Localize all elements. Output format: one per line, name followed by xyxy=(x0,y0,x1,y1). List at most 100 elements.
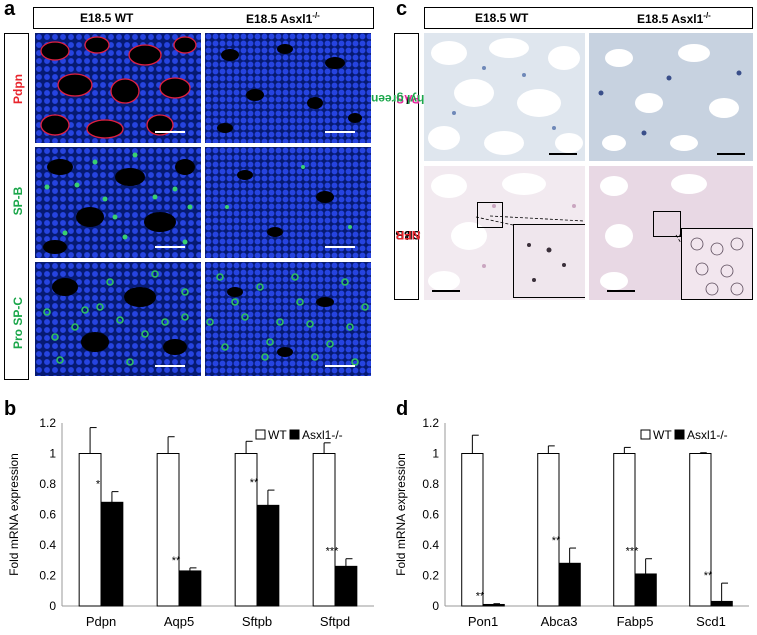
pas-ko-pores xyxy=(598,44,742,151)
y-tick-label: 0 xyxy=(49,599,56,613)
legend-swatch-Asxl1-/- xyxy=(289,429,300,440)
pdpn-ko-pores xyxy=(217,44,362,133)
scale-bar xyxy=(155,131,185,133)
bar-Asxl1-/--Sftpd xyxy=(334,565,358,607)
micrograph-spb-wt xyxy=(35,147,201,258)
bar-Asxl1-/--Scd1 xyxy=(710,600,733,607)
micrograph-prospc-wt xyxy=(35,262,201,376)
zoom-region-box xyxy=(477,202,503,228)
scale-bar xyxy=(325,131,355,133)
y-axis-label: Fold mRNA expression xyxy=(394,453,408,576)
bar-Asxl1-/--Fabp5 xyxy=(634,573,657,607)
panel-a-header-ko-text: E18.5 Asxl1 xyxy=(246,12,313,26)
significance-mark: * xyxy=(96,479,101,491)
bar-WT-Abca3 xyxy=(537,453,560,607)
row-label-pdpn: Pdpn xyxy=(10,74,25,104)
bar-Asxl1-/--Abca3 xyxy=(558,562,581,607)
bar-Asxl1-/--Pdpn xyxy=(100,501,124,607)
panel-a-letter: a xyxy=(4,0,16,20)
scale-bar xyxy=(325,246,355,248)
micrograph-sbb-ko xyxy=(589,166,753,300)
x-tick-label: Sftpd xyxy=(320,614,350,629)
x-tick-label: Abca3 xyxy=(541,614,578,629)
legend-label-Asxl1-/-: Asxl1-/- xyxy=(687,428,728,442)
bar-Asxl1-/--Aqp5 xyxy=(178,570,202,607)
x-tick-label: Pon1 xyxy=(468,614,498,629)
y-tick-label: 1.2 xyxy=(422,416,439,430)
scale-bar xyxy=(155,246,185,248)
micrograph-pdpn-ko xyxy=(205,33,371,143)
bar-Asxl1-/--Pon1 xyxy=(482,603,505,607)
y-tick-label: 1 xyxy=(49,447,56,461)
prospc-wt-pores xyxy=(43,270,189,366)
panel-a-column-headers: E18.5 WT E18.5 Asxl1-/- xyxy=(33,7,374,29)
prospc-ko-pores xyxy=(206,273,369,366)
panel-c-header-ko-text: E18.5 Asxl1 xyxy=(637,12,704,26)
micrograph-sbb-wt xyxy=(424,166,585,300)
x-tick-label: Fabp5 xyxy=(617,614,654,629)
spb-ko-pores xyxy=(225,165,352,237)
sbb-wt-pores xyxy=(428,173,585,291)
zoom-inset xyxy=(681,228,753,300)
x-tick-label: Aqp5 xyxy=(164,614,194,629)
x-tick-label: Sftpb xyxy=(242,614,272,629)
bar-WT-Pdpn xyxy=(78,453,102,607)
chart-b: Fold mRNA expression 0 0.2 0.4 0.6 0.8 1 1.2 * Pd… xyxy=(7,416,374,629)
label-nfr: NFR xyxy=(395,228,420,242)
panel-c-column-headers: E18.5 WT E18.5 Asxl1-/- xyxy=(424,7,753,29)
legend-label-WT: WT xyxy=(653,428,672,442)
zoom-region-box xyxy=(653,211,681,237)
y-tick-label: 0 xyxy=(432,599,439,613)
scale-bar xyxy=(549,153,577,155)
micrograph-prospc-ko xyxy=(205,262,371,376)
y-tick-label: 0.4 xyxy=(422,538,439,552)
row-label-spb: SP-B xyxy=(10,186,25,216)
chart-d: Fold mRNA expression 0 0.2 0.4 0.6 0.8 1 1.2 ** P… xyxy=(394,416,749,629)
pas-wt-pores xyxy=(428,38,583,155)
micrograph-spb-ko xyxy=(205,147,371,258)
panel-d-letter: d xyxy=(396,398,409,420)
panel-c-letter: c xyxy=(396,0,408,20)
panel-c-header-ko-sup: -/- xyxy=(703,11,711,20)
panel-a-header-ko: E18.5 Asxl1-/- xyxy=(246,11,320,26)
significance-mark: ** xyxy=(704,570,713,582)
spb-wt-pores xyxy=(43,152,195,254)
panel-c-row-labels: PAS / Methyl green SBB / NFR xyxy=(370,33,445,300)
zoom-inset-texture xyxy=(527,243,566,282)
panel-a-row-labels: Pdpn SP-B Pro SP-C xyxy=(4,33,29,380)
scale-bar xyxy=(155,365,185,367)
micrograph-pas-wt xyxy=(424,33,585,161)
y-tick-label: 0.6 xyxy=(422,508,439,522)
bar-WT-Sftpd xyxy=(312,453,336,607)
bar-WT-Scd1 xyxy=(689,453,712,607)
x-tick-label: Scd1 xyxy=(696,614,726,629)
scale-bar xyxy=(432,290,460,292)
bar-Asxl1-/--Sftpb xyxy=(256,504,280,607)
scale-bar xyxy=(325,365,355,367)
legend-swatch-WT xyxy=(255,429,266,440)
micrograph-pas-ko xyxy=(589,33,753,161)
significance-mark: ** xyxy=(476,591,485,603)
micrograph-pdpn-wt xyxy=(35,33,201,143)
scale-bar xyxy=(607,290,635,292)
bar-WT-Fabp5 xyxy=(613,453,636,607)
significance-mark: ** xyxy=(552,535,561,547)
y-axis-label: Fold mRNA expression xyxy=(7,453,21,576)
significance-mark: *** xyxy=(326,546,340,558)
panel-c-header-ko: E18.5 Asxl1-/- xyxy=(637,11,711,26)
legend-swatch-WT xyxy=(640,429,651,440)
y-tick-label: 0.2 xyxy=(422,569,439,583)
y-tick-label: 0.6 xyxy=(39,508,56,522)
x-tick-label: Pdpn xyxy=(86,614,116,629)
legend-label-WT: WT xyxy=(268,428,287,442)
y-tick-label: 1.2 xyxy=(39,416,56,430)
bar-WT-Aqp5 xyxy=(156,453,180,607)
scale-bar xyxy=(717,153,745,155)
significance-mark: ** xyxy=(172,555,181,567)
panel-a-header-ko-sup: -/- xyxy=(312,11,320,20)
legend-label-Asxl1-/-: Asxl1-/- xyxy=(302,428,343,442)
significance-mark: ** xyxy=(250,477,259,489)
sbb-ko-pores xyxy=(600,174,715,297)
y-tick-label: 1 xyxy=(432,447,439,461)
y-tick-label: 0.2 xyxy=(39,569,56,583)
